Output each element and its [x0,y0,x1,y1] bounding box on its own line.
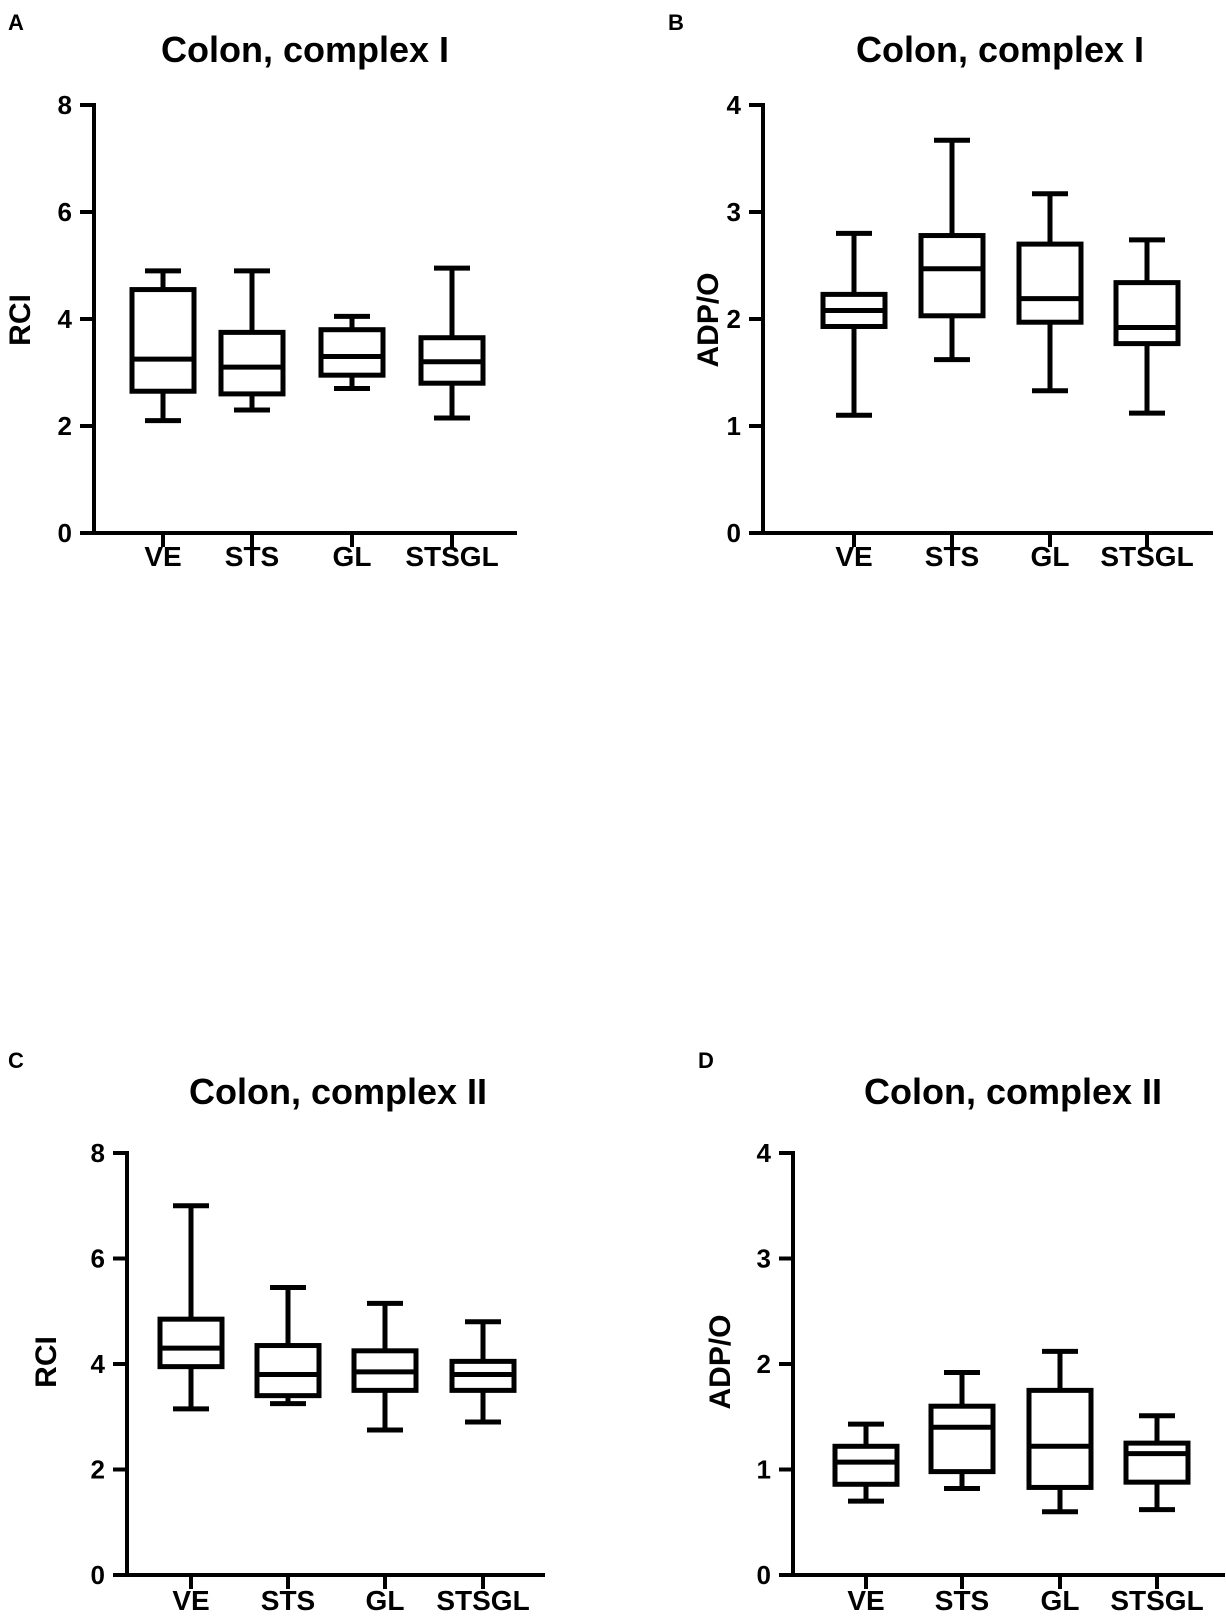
y-tick-label: 3 [727,197,741,227]
y-tick-label: 4 [727,90,742,120]
panel-letter: C [8,1048,24,1073]
y-tick-label: 4 [757,1138,772,1168]
iqr-box [157,1316,225,1370]
iqr-box [1026,1387,1094,1490]
x-tick-label: GL [366,1585,405,1616]
chart-title: Colon, complex I [856,29,1144,70]
y-tick-label: 2 [757,1349,771,1379]
x-tick-label: STSGL [1110,1585,1203,1616]
iqr-box [129,287,197,394]
panel-letter: D [698,1048,714,1073]
y-tick-label: 2 [727,304,741,334]
x-tick-label: STSGL [436,1585,529,1616]
x-tick-label: GL [1031,541,1070,572]
x-tick-label: STSGL [1100,541,1193,572]
box-plot-stsgl [418,265,486,421]
y-tick-label: 8 [58,90,72,120]
x-tick-label: GL [1041,1585,1080,1616]
box-plot-gl [1016,191,1084,394]
y-tick-label: 1 [757,1455,771,1485]
box-plot-gl [351,1300,419,1433]
y-tick-label: 8 [91,1138,105,1168]
iqr-box [1016,241,1084,325]
box-plot-ve [129,268,197,424]
x-tick-label: STSGL [405,541,498,572]
y-tick-label: 0 [727,518,741,548]
iqr-box [254,1343,322,1399]
box-plot-gl [318,313,386,392]
box-plot-stsgl [1113,237,1181,416]
y-tick-label: 4 [91,1349,106,1379]
iqr-box [318,327,386,378]
box-plot-sts [254,1285,322,1407]
chart-title: Colon, complex II [864,1071,1162,1112]
iqr-box [1113,280,1181,347]
y-tick-label: 6 [91,1244,105,1274]
box-plot-ve [832,1421,900,1504]
y-tick-label: 0 [58,518,72,548]
chart-title: Colon, complex I [161,29,449,70]
x-tick-label: STS [925,541,979,572]
box-plot-gl [1026,1348,1094,1515]
x-tick-label: STS [261,1585,315,1616]
box-plot-sts [928,1369,996,1491]
iqr-box [218,329,286,397]
y-axis-label: RCI [30,1336,63,1388]
y-tick-label: 3 [757,1244,771,1274]
x-tick-label: VE [847,1585,884,1616]
x-tick-label: VE [172,1585,209,1616]
y-tick-label: 6 [58,197,72,227]
panel-letter: B [668,10,684,35]
chart-title: Colon, complex II [189,1071,487,1112]
x-tick-label: VE [144,541,181,572]
box-plot-ve [157,1203,225,1412]
box-plot-ve [820,230,888,418]
panel-letter: A [8,10,24,35]
box-plot-stsgl [449,1319,517,1425]
y-tick-label: 1 [727,411,741,441]
iqr-box [918,233,986,319]
iqr-box [928,1403,996,1475]
y-axis-label: ADP/O [704,1314,737,1409]
y-tick-label: 2 [58,411,72,441]
box-plot-sts [918,137,986,363]
y-axis-label: RCI [4,294,37,346]
y-tick-label: 4 [58,304,73,334]
y-tick-label: 2 [91,1455,105,1485]
iqr-box [1123,1440,1191,1485]
x-tick-label: STS [225,541,279,572]
y-tick-label: 0 [757,1560,771,1590]
box-plot-stsgl [1123,1413,1191,1513]
x-tick-label: VE [835,541,872,572]
x-tick-label: GL [333,541,372,572]
x-tick-label: STS [935,1585,989,1616]
y-tick-label: 0 [91,1560,105,1590]
iqr-box [832,1443,900,1487]
box-plot-sts [218,268,286,413]
y-axis-label: ADP/O [692,272,725,367]
